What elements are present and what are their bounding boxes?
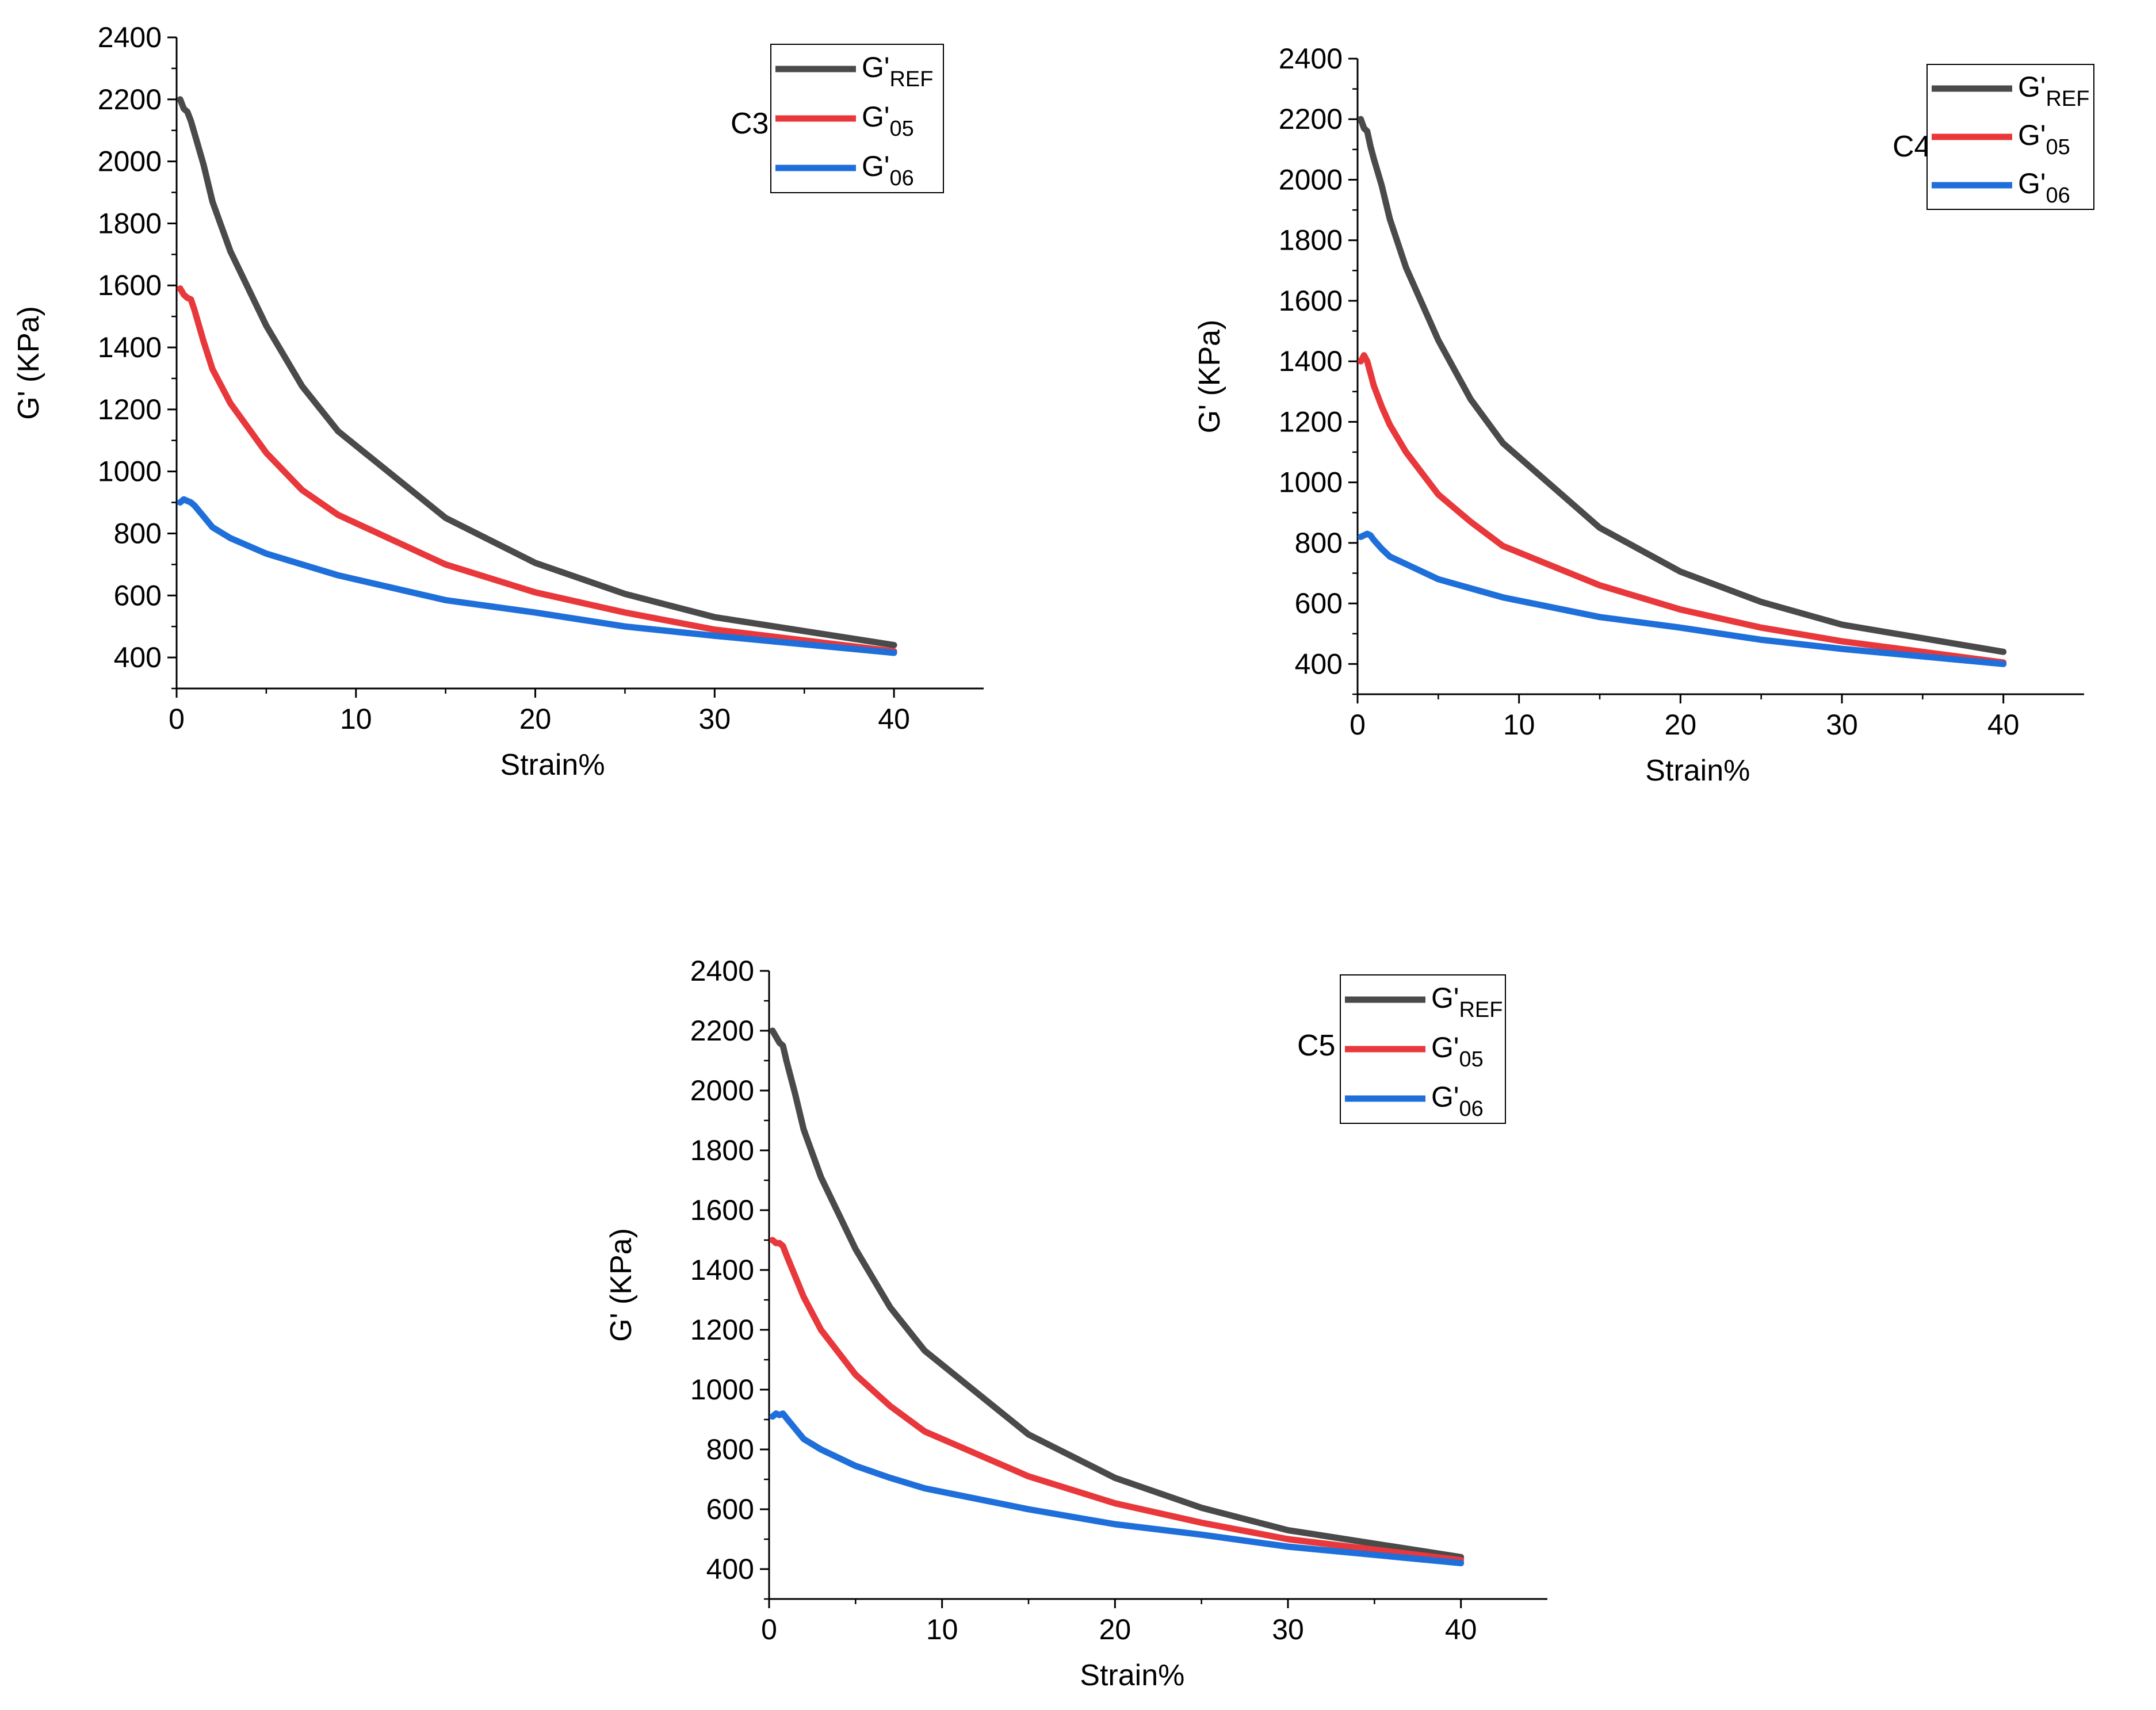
y-tick-label: 1800: [98, 207, 162, 239]
series-line-05: [177, 285, 897, 655]
y-tick-label: 2400: [98, 21, 162, 53]
x-tick-label: 20: [519, 703, 552, 735]
y-tick-label: 800: [1295, 527, 1343, 559]
y-tick-label: 1800: [1279, 224, 1343, 257]
x-tick-label: 20: [1665, 709, 1697, 741]
series-line-06: [769, 1410, 1465, 1567]
y-tick-label: 2200: [98, 83, 162, 116]
panel-label: C4: [1893, 130, 1931, 163]
x-tick-label: 0: [1350, 709, 1366, 741]
x-tick-label: 20: [1099, 1613, 1131, 1646]
series-line-06: [177, 496, 897, 656]
y-tick-label: 400: [1295, 648, 1343, 680]
y-tick-label: 1000: [690, 1374, 754, 1406]
y-tick-label: 600: [114, 579, 162, 611]
x-axis-title: Strain%: [1645, 754, 1750, 787]
series-line-ref: [1358, 116, 2007, 655]
y-tick-label: 1600: [690, 1194, 754, 1226]
series-line-ref: [769, 1027, 1465, 1560]
y-tick-label: 2400: [690, 955, 754, 987]
y-tick-label: 400: [706, 1553, 754, 1585]
y-axis-title: G' (KPa): [605, 1228, 638, 1342]
y-tick-label: 2000: [690, 1074, 754, 1107]
y-tick-label: 400: [114, 641, 162, 674]
x-tick-label: 40: [1987, 709, 2020, 741]
x-tick-label: 40: [878, 703, 910, 735]
series-line-ref: [177, 96, 897, 648]
y-tick-label: 800: [114, 517, 162, 549]
x-tick-label: 10: [926, 1613, 958, 1646]
series-line-05: [1358, 352, 2007, 666]
series-line-06: [1358, 530, 2007, 667]
y-tick-label: 1400: [690, 1254, 754, 1286]
panel-label: C5: [1297, 1029, 1335, 1062]
x-tick-label: 0: [169, 703, 185, 735]
y-tick-label: 1600: [98, 269, 162, 301]
x-axis-title: Strain%: [1080, 1659, 1184, 1692]
y-tick-label: 1600: [1279, 285, 1343, 317]
panel-label: C3: [731, 107, 769, 140]
y-tick-label: 1000: [1279, 466, 1343, 499]
y-tick-label: 1200: [98, 393, 162, 426]
y-tick-label: 2400: [1279, 43, 1343, 75]
y-tick-label: 1800: [690, 1134, 754, 1166]
y-tick-label: 1000: [98, 456, 162, 488]
y-tick-label: 600: [706, 1493, 754, 1525]
x-tick-label: 30: [699, 703, 731, 735]
y-axis-title: G' (KPa): [1193, 320, 1226, 434]
y-tick-label: 600: [1295, 587, 1343, 619]
y-tick-label: 1200: [1279, 405, 1343, 438]
y-tick-label: 800: [706, 1433, 754, 1466]
x-tick-label: 10: [1503, 709, 1535, 741]
y-tick-label: 1200: [690, 1314, 754, 1346]
series-line-05: [769, 1237, 1465, 1563]
x-tick-label: 40: [1445, 1613, 1477, 1646]
y-tick-label: 1400: [1279, 345, 1343, 377]
x-axis-title: Strain%: [500, 748, 605, 782]
y-tick-label: 2000: [98, 146, 162, 178]
y-axis-title: G' (KPa): [12, 306, 45, 420]
x-tick-label: 0: [761, 1613, 777, 1646]
x-tick-label: 30: [1826, 709, 1858, 741]
chart-panel-c4: 4006008001000120014001600180020002200240…: [1193, 43, 2094, 787]
x-tick-label: 10: [340, 703, 372, 735]
chart-panel-c3: 4006008001000120014001600180020002200240…: [12, 21, 984, 782]
y-tick-label: 2000: [1279, 163, 1343, 196]
y-tick-label: 2200: [690, 1015, 754, 1047]
y-tick-label: 1400: [98, 331, 162, 364]
y-tick-label: 2200: [1279, 103, 1343, 135]
x-tick-label: 30: [1272, 1613, 1304, 1646]
chart-panel-c5: 4006008001000120014001600180020002200240…: [605, 955, 1547, 1692]
